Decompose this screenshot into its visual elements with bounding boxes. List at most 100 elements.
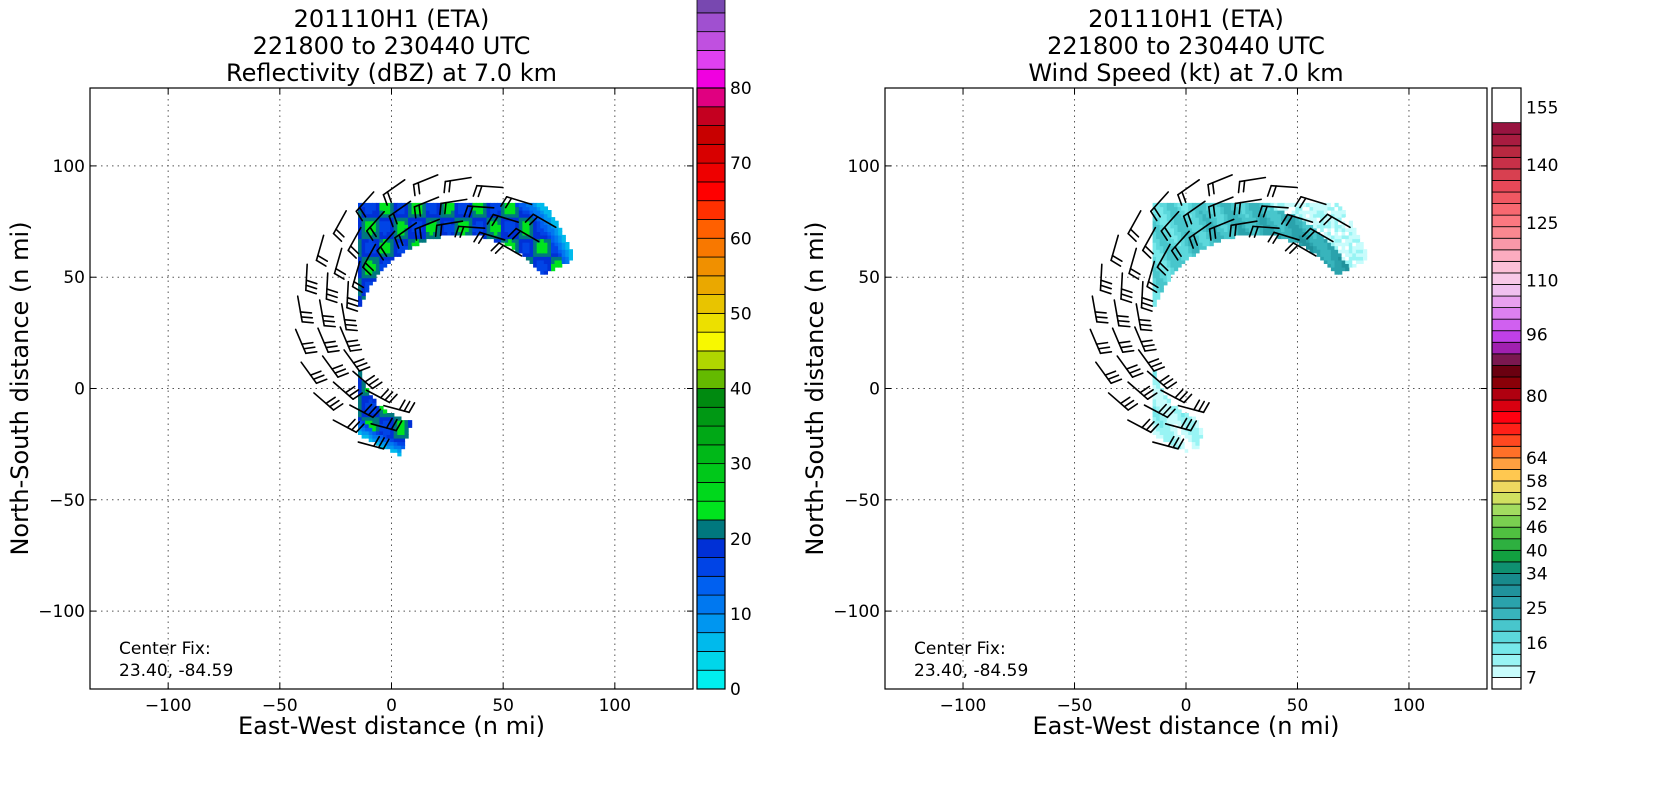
barb-flag <box>1167 382 1176 388</box>
colorbar-bin <box>1492 365 1521 377</box>
echo-cell <box>1160 239 1164 243</box>
barb-flag <box>449 181 450 192</box>
echo-cell <box>1192 449 1196 453</box>
echo-cell <box>369 217 373 221</box>
barb-flag <box>345 325 356 326</box>
echo-cell <box>544 267 548 271</box>
barb-flag <box>1096 317 1107 318</box>
colorbar-bin <box>697 332 725 351</box>
echo-cell <box>1160 420 1164 424</box>
barb-flag <box>1108 375 1118 379</box>
echo-cell <box>519 239 523 243</box>
echo-cell <box>1302 210 1306 214</box>
barb-flag <box>1101 285 1111 288</box>
echo-cell <box>1199 431 1203 435</box>
colorbar-tick-label: 30 <box>730 455 752 475</box>
chart-title-line-3: Reflectivity (dBZ) at 7.0 km <box>226 59 557 87</box>
barb-flag <box>1100 290 1110 293</box>
barb-flag <box>1182 192 1186 202</box>
echo-cell <box>1156 296 1160 300</box>
colorbar-bin <box>697 520 725 539</box>
echo-cell <box>358 385 362 389</box>
colorbar-bin <box>1492 180 1521 192</box>
echo-cell <box>505 228 509 232</box>
echo-cell <box>465 228 469 232</box>
wind-barb <box>473 186 503 197</box>
x-tick-label: 100 <box>1393 696 1425 716</box>
echo-cell <box>1356 256 1360 260</box>
barb-flag <box>347 298 357 301</box>
echo-cell <box>408 239 412 243</box>
echo-cell <box>1313 217 1317 221</box>
y-tick-label: 100 <box>53 157 85 177</box>
echo-cell <box>365 434 369 438</box>
colorbar-bin <box>1492 573 1521 585</box>
colorbar-bin <box>697 464 725 483</box>
echo-cell <box>379 431 383 435</box>
echo-cell <box>565 246 569 250</box>
barb-flag <box>1184 394 1192 402</box>
barb-flag <box>1123 351 1134 353</box>
echo-cell <box>397 431 401 435</box>
echo-cell <box>422 210 426 214</box>
echo-cell <box>401 424 405 428</box>
echo-cell <box>1256 203 1260 207</box>
echo-cell <box>494 203 498 207</box>
barb-staff <box>342 304 347 330</box>
echo-cell <box>508 221 512 225</box>
barb-flag <box>1119 341 1130 343</box>
barb-flag <box>1111 379 1121 383</box>
colorbar-bin <box>1492 469 1521 481</box>
echo-cell <box>365 431 369 435</box>
colorbar-tick-label: 52 <box>1526 495 1548 515</box>
barb-staff <box>1113 328 1123 352</box>
echo-cell <box>526 210 530 214</box>
chart-title-line-3: Wind Speed (kt) at 7.0 km <box>1028 59 1343 87</box>
echo-cell <box>408 424 412 428</box>
colorbar-bin <box>1492 377 1521 389</box>
colorbar-bin <box>1492 273 1521 285</box>
barb-flag <box>1204 403 1210 413</box>
colorbar-bin <box>697 539 725 558</box>
echo-cell <box>1338 206 1342 210</box>
echo-cell <box>540 263 544 267</box>
echo-cell <box>372 203 376 207</box>
echo-cell <box>1352 256 1356 260</box>
barb-staff <box>1178 180 1199 195</box>
barb-flag <box>356 363 366 367</box>
echo-cell <box>533 203 537 207</box>
echo-cell <box>1192 434 1196 438</box>
barb-flag <box>1199 402 1205 412</box>
echo-cell <box>544 239 548 243</box>
echo-cell <box>558 263 562 267</box>
echo-cell <box>472 221 476 225</box>
barb-flag <box>473 186 477 196</box>
barb-flag <box>1142 298 1152 301</box>
echo-cell <box>1181 246 1185 250</box>
echo-cell <box>1160 217 1164 221</box>
barb-flag <box>1208 185 1209 196</box>
echo-cell <box>1263 228 1267 232</box>
echo-cell <box>1342 217 1346 221</box>
echo-cell <box>490 228 494 232</box>
echo-cell <box>547 249 551 253</box>
echo-cell <box>369 431 373 435</box>
echo-cell <box>547 263 551 267</box>
barb-flag <box>338 373 348 377</box>
echo-cell <box>515 210 519 214</box>
echo-cell <box>540 235 544 239</box>
wind-barb <box>326 273 337 302</box>
echo-cell <box>387 221 391 225</box>
barb-flag <box>491 243 499 251</box>
colorbar-tick-label: 40 <box>1526 541 1548 561</box>
echo-cell <box>1192 452 1196 456</box>
echo-cell <box>540 246 544 250</box>
wind-barb <box>1092 296 1107 323</box>
colorbar-bin <box>1492 446 1521 458</box>
echo-cell <box>365 210 369 214</box>
colorbar-bin <box>697 558 725 577</box>
echo-cell <box>1252 203 1256 207</box>
echo-cell <box>1181 431 1185 435</box>
echo-cell <box>422 228 426 232</box>
echo-cell <box>401 221 405 225</box>
